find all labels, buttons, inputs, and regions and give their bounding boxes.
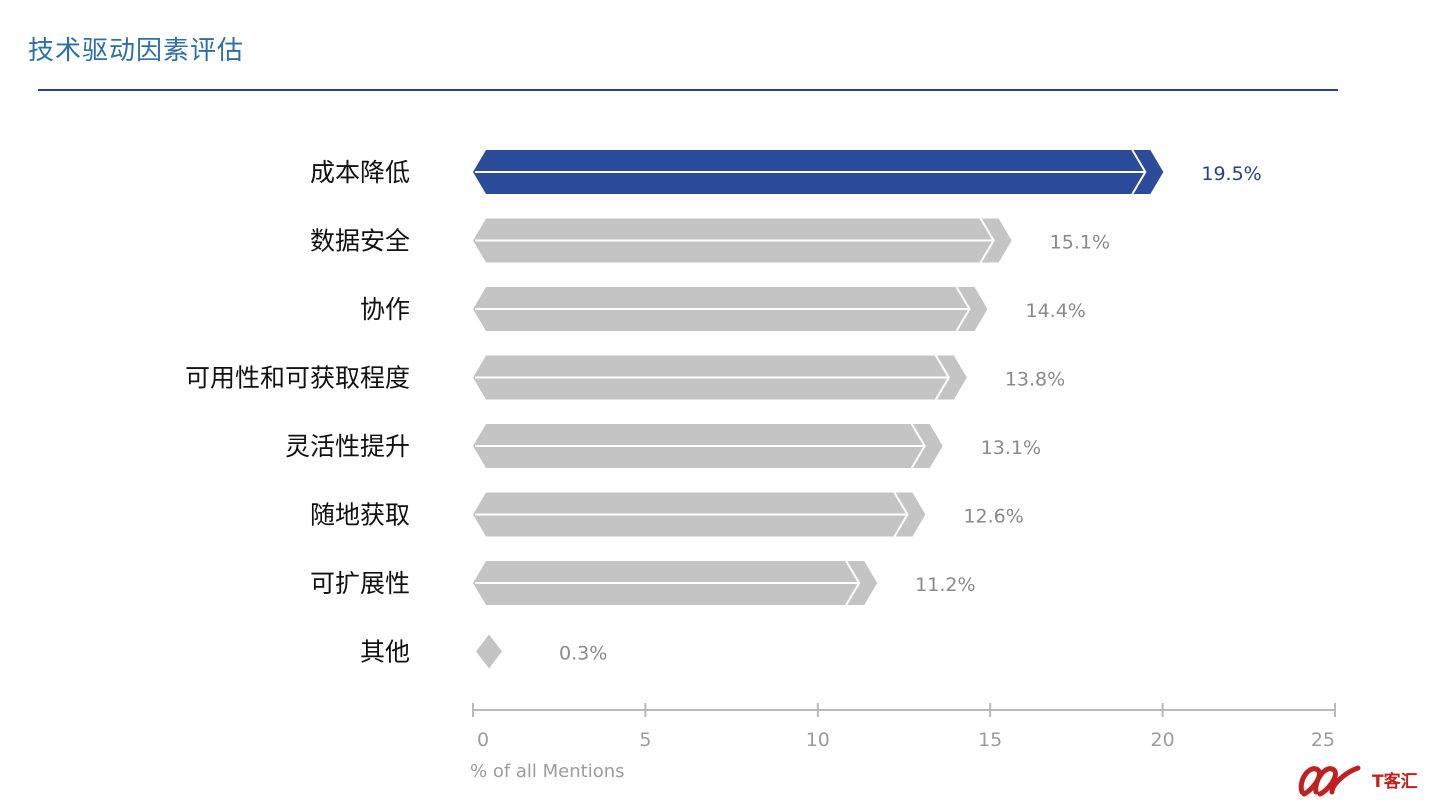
x-axis-title: % of all Mentions	[470, 761, 625, 782]
value-label: 15.1%	[1050, 232, 1110, 254]
x-tick-label: 10	[806, 729, 830, 751]
page-title: 技术驱动因素评估	[28, 36, 245, 66]
x-tick-label: 20	[1151, 729, 1175, 751]
bar-edge	[1131, 149, 1147, 195]
bar-cap	[911, 424, 943, 468]
x-tick-label: 15	[978, 729, 1002, 751]
value-label: 14.4%	[1026, 300, 1086, 322]
category-label: 其他	[360, 638, 410, 667]
x-tick-label: 5	[639, 729, 651, 751]
bar-cap	[980, 218, 1012, 263]
category-label: 随地获取	[310, 501, 410, 530]
watermark-logo	[1298, 765, 1361, 797]
bar-cap	[956, 287, 988, 331]
bar-edge	[934, 354, 950, 401]
x-tick-label: 0	[477, 729, 489, 751]
watermark-text: T客汇	[1372, 772, 1418, 792]
category-label: 协作	[360, 295, 410, 324]
bar-edge	[910, 423, 926, 469]
title-divider	[38, 89, 1338, 91]
value-label: 12.6%	[963, 506, 1023, 528]
value-label: 11.2%	[915, 574, 975, 596]
bar-edge	[979, 217, 995, 264]
category-label: 成本降低	[310, 158, 410, 187]
category-label: 可扩展性	[310, 569, 410, 598]
bars-layer: 成本降低 19.5% 数据安全 15.1% 协作 14.4% 可用性和可获取程度 13.8% 灵…	[185, 149, 1262, 669]
bar-cap	[1132, 150, 1164, 194]
bar-edge	[955, 286, 971, 332]
bar-cap	[846, 561, 878, 605]
bar-edge	[893, 491, 909, 538]
category-label: 灵活性提升	[285, 432, 410, 461]
bar-cap	[935, 355, 967, 400]
x-axis: 0 5 10 15 20 25	[472, 703, 1336, 751]
category-label: 可用性和可获取程度	[185, 364, 410, 393]
category-label: 数据安全	[310, 227, 410, 256]
value-label: 13.1%	[981, 437, 1041, 459]
value-label: 19.5%	[1201, 163, 1261, 185]
value-label: 13.8%	[1005, 369, 1065, 391]
x-tick-label: 25	[1311, 729, 1335, 751]
bar-edge	[845, 560, 861, 606]
bar-cap	[894, 492, 926, 537]
bar-marker	[476, 634, 502, 669]
value-label: 0.3%	[559, 643, 607, 665]
